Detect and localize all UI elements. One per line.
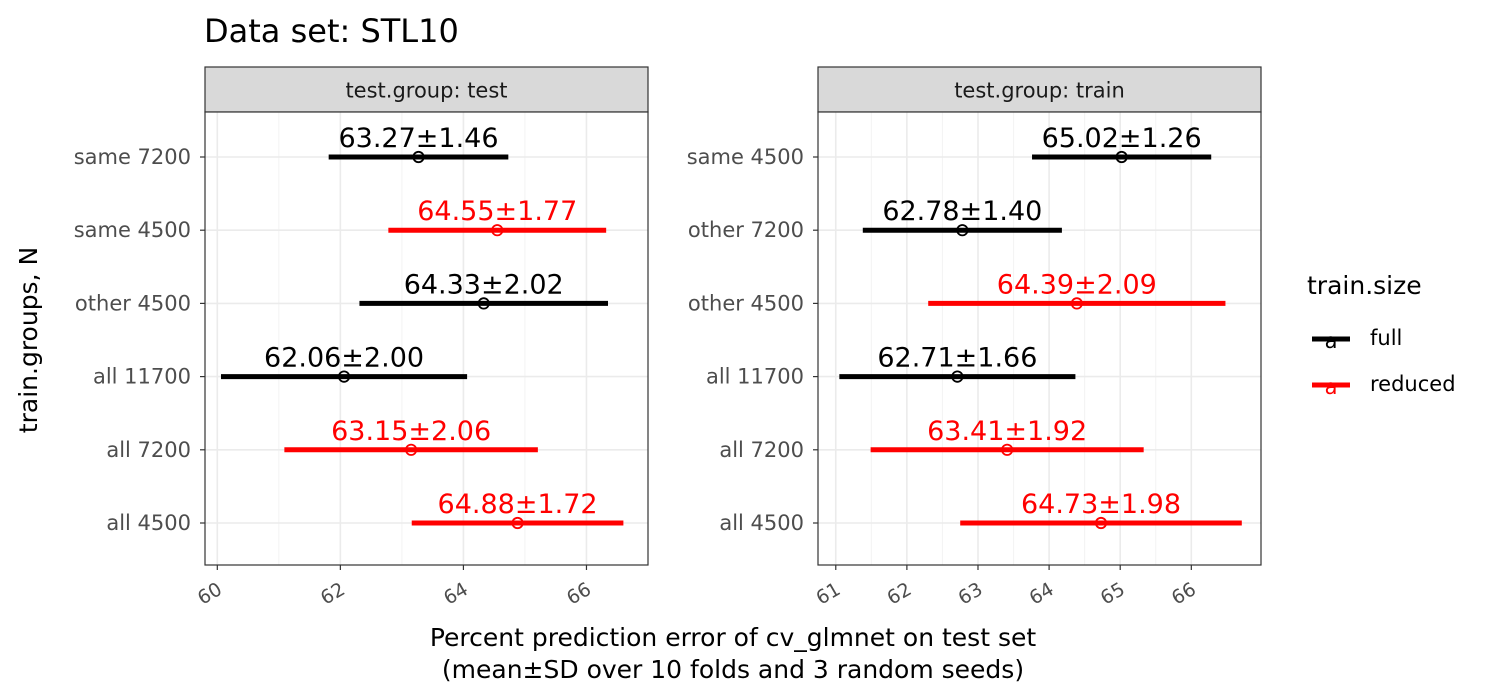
mean-point bbox=[1115, 150, 1128, 164]
point-label: 63.15±2.06 bbox=[331, 416, 491, 447]
panel-background bbox=[818, 112, 1261, 565]
x-axis-label-line2: (mean±SD over 10 folds and 3 random seed… bbox=[442, 655, 1024, 684]
y-tick-label: all 4500 bbox=[106, 511, 191, 535]
legend-key-glyph: a bbox=[1325, 375, 1338, 399]
legend-items: a full a reduced bbox=[1312, 326, 1456, 399]
mean-point bbox=[956, 224, 969, 237]
point-label: 62.78±1.40 bbox=[882, 196, 1042, 227]
panel-border bbox=[204, 111, 649, 566]
facet-strip-label: test.group: test bbox=[345, 79, 507, 103]
mean-point bbox=[951, 370, 964, 383]
facet-strip-label: test.group: train bbox=[954, 79, 1125, 103]
legend-label: full bbox=[1370, 326, 1402, 350]
x-tick-label: 64 bbox=[1026, 578, 1058, 609]
mean-point bbox=[1001, 443, 1014, 456]
chart-title: Data set: STL10 bbox=[204, 12, 459, 50]
x-tick-label: 61 bbox=[812, 578, 844, 609]
legend-label: reduced bbox=[1370, 372, 1456, 396]
legend-item-full: a full bbox=[1312, 326, 1402, 353]
x-tick-label: 66 bbox=[1168, 578, 1200, 609]
legend-key-glyph: a bbox=[1325, 329, 1338, 353]
mean-point bbox=[511, 516, 524, 530]
facet-strip bbox=[204, 66, 649, 113]
point-label: 62.71±1.66 bbox=[877, 343, 1037, 374]
y-tick-label: same 7200 bbox=[74, 145, 191, 169]
x-tick-label: 62 bbox=[317, 578, 349, 609]
y-tick-label: same 4500 bbox=[687, 145, 804, 169]
mean-point bbox=[1094, 516, 1108, 530]
mean-point bbox=[1070, 297, 1083, 310]
facet-panel-1: test.group: test same 7200 same 4500 other … bbox=[74, 66, 649, 609]
point-label: 64.39±2.09 bbox=[997, 269, 1157, 300]
y-tick-label: other 4500 bbox=[688, 291, 804, 315]
y-tick-label: all 7200 bbox=[106, 438, 191, 462]
x-tick-label: 64 bbox=[440, 578, 472, 609]
y-tick-label: all 7200 bbox=[719, 438, 804, 462]
facet-strip bbox=[817, 66, 1262, 113]
panel-border bbox=[817, 111, 1262, 566]
legend-item-reduced: a reduced bbox=[1312, 372, 1456, 399]
x-tick-label: 63 bbox=[955, 578, 987, 609]
point-label: 65.02±1.26 bbox=[1042, 123, 1202, 154]
y-tick-label: other 7200 bbox=[688, 218, 804, 242]
point-label: 64.33±2.02 bbox=[404, 269, 564, 300]
point-label: 64.55±1.77 bbox=[417, 196, 577, 227]
y-tick-label: all 11700 bbox=[706, 365, 804, 389]
point-label: 63.41±1.92 bbox=[927, 416, 1087, 447]
mean-point bbox=[405, 443, 418, 456]
point-label: 64.88±1.72 bbox=[438, 489, 598, 520]
x-tick-label: 60 bbox=[194, 578, 226, 609]
legend-title: train.size bbox=[1307, 271, 1422, 300]
x-axis-label-line1: Percent prediction error of cv_glmnet on… bbox=[430, 623, 1037, 652]
y-tick-label: all 4500 bbox=[719, 511, 804, 535]
point-label: 62.06±2.00 bbox=[264, 343, 424, 374]
mean-point bbox=[337, 370, 351, 383]
y-tick-label: all 11700 bbox=[93, 365, 191, 389]
facet-panels: test.group: test same 7200 same 4500 other … bbox=[74, 66, 1262, 609]
point-label: 63.27±1.46 bbox=[338, 123, 498, 154]
x-tick-label: 66 bbox=[563, 578, 595, 609]
facet-panel-2: test.group: train same 4500 other 7200 othe… bbox=[687, 66, 1262, 609]
x-tick-label: 62 bbox=[883, 578, 915, 609]
x-tick-label: 65 bbox=[1097, 578, 1129, 609]
y-axis-label: train.groups, N bbox=[14, 247, 43, 433]
mean-point bbox=[491, 224, 504, 237]
y-tick-label: same 4500 bbox=[74, 218, 191, 242]
mean-point bbox=[412, 150, 425, 164]
legend: train.size a full a reduced bbox=[1307, 271, 1456, 399]
point-label: 64.73±1.98 bbox=[1021, 489, 1181, 520]
y-tick-label: other 4500 bbox=[75, 291, 191, 315]
mean-point bbox=[477, 297, 490, 310]
